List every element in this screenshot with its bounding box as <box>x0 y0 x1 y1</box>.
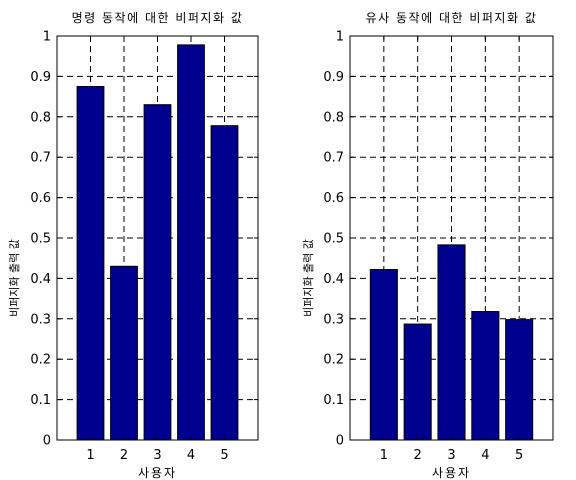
y-tick-label: 0.6 <box>323 191 344 206</box>
y-tick-label: 0.5 <box>323 232 344 247</box>
x-axis-label: 사용자 <box>432 466 471 480</box>
y-tick-label: 0.3 <box>30 312 51 327</box>
y-tick-label: 0.1 <box>30 393 51 408</box>
y-tick-label: 0.6 <box>30 191 51 206</box>
y-tick-label: 0.9 <box>30 70 51 85</box>
y-tick-label: 0.2 <box>323 353 344 368</box>
chart-title: 유사 동작에 대한 비퍼지화 값 <box>366 11 538 25</box>
y-tick-label: 0 <box>336 434 344 449</box>
x-tick-label: 2 <box>414 448 422 463</box>
y-tick-label: 0.8 <box>30 110 51 125</box>
x-tick-label: 5 <box>515 448 523 463</box>
x-tick-label: 5 <box>220 448 228 463</box>
x-tick-label: 2 <box>120 448 128 463</box>
x-tick-label: 1 <box>380 448 388 463</box>
y-axis-label: 비퍼지화 출력 값 <box>302 239 315 317</box>
bar-user-3 <box>143 104 172 441</box>
chart-title: 명령 동작에 대한 비퍼지화 값 <box>72 11 244 25</box>
y-tick-label: 0.8 <box>323 110 344 125</box>
bar-user-2 <box>403 323 432 441</box>
y-axis-label: 비퍼지화 출력 값 <box>8 239 21 317</box>
x-tick-label: 3 <box>153 448 161 463</box>
y-tick-label: 0.7 <box>30 151 51 166</box>
y-tick-label: 0.7 <box>323 151 344 166</box>
y-tick-label: 0.1 <box>323 393 344 408</box>
y-tick-label: 0.2 <box>30 353 51 368</box>
bar-user-5 <box>210 125 239 441</box>
y-tick-label: 0.9 <box>323 70 344 85</box>
y-tick-label: 0 <box>43 434 51 449</box>
y-tick-label: 1 <box>43 30 51 45</box>
bar-user-4 <box>471 311 500 441</box>
x-axis-label: 사용자 <box>138 466 177 480</box>
bar-user-1 <box>76 86 105 441</box>
y-tick-label: 1 <box>336 30 344 45</box>
x-tick-label: 4 <box>481 448 489 463</box>
y-tick-label: 0.5 <box>30 232 51 247</box>
bar-user-1 <box>369 269 398 441</box>
bar-user-2 <box>110 265 138 441</box>
y-tick-label: 0.4 <box>323 272 344 287</box>
bar-user-4 <box>177 44 205 441</box>
x-tick-label: 1 <box>86 448 94 463</box>
y-tick-label: 0.3 <box>323 312 344 327</box>
bar-user-5 <box>505 319 534 441</box>
y-tick-label: 0.4 <box>30 272 51 287</box>
x-tick-label: 3 <box>447 448 455 463</box>
x-tick-label: 4 <box>187 448 195 463</box>
bar-user-3 <box>437 244 466 441</box>
